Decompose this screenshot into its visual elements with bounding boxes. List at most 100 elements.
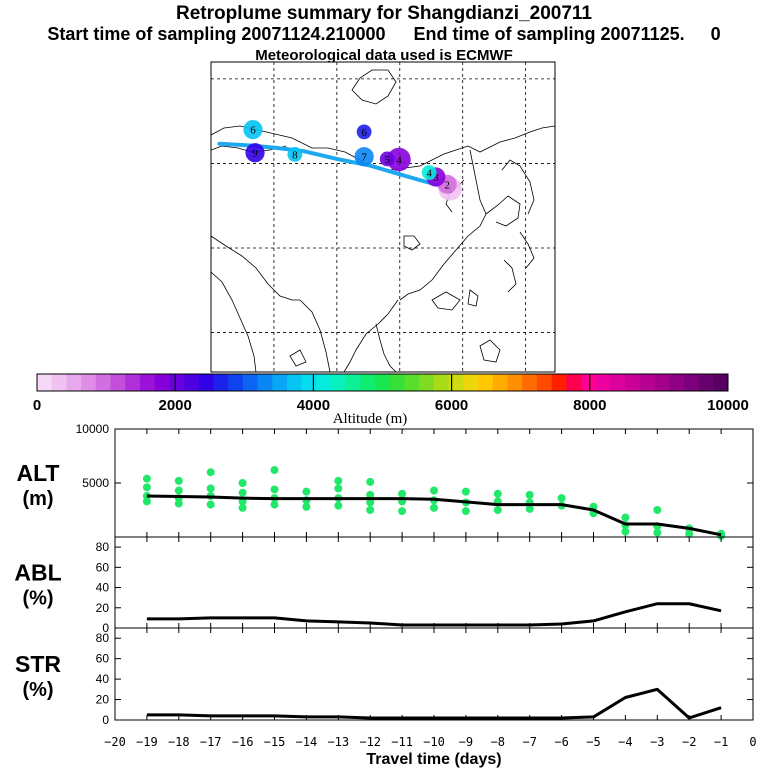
- y-axis-unit: (%): [22, 588, 53, 610]
- colorbar-tick-label: 10000: [707, 397, 749, 414]
- plume-cluster-label: 6: [361, 127, 367, 139]
- colorbar-cell: [625, 374, 641, 391]
- colorbar-cell: [551, 374, 567, 391]
- y-tick-label: 5000: [82, 476, 109, 490]
- colorbar-cells: [37, 374, 729, 391]
- plume-cluster-dot: [379, 151, 395, 167]
- x-tick-label: −5: [586, 735, 600, 749]
- panel-frame: [114, 627, 754, 721]
- scatter-point: [270, 485, 279, 494]
- scatter-point: [334, 501, 343, 510]
- colorbar-cell: [110, 374, 126, 391]
- scatter-point: [302, 487, 311, 496]
- y-tick-label: 20: [96, 693, 110, 707]
- time-series-panels: 500010000ALT(m)020406080ABL(%)020406080S…: [14, 422, 756, 768]
- scatter-point: [525, 490, 534, 499]
- scatter-point: [142, 483, 151, 492]
- plume-cluster-label: 4: [396, 155, 402, 167]
- plume-cluster-dot: [245, 143, 265, 163]
- x-tick-label: −2: [682, 735, 696, 749]
- colorbar-cell: [316, 374, 332, 391]
- y-axis-label: ALT: [16, 460, 59, 486]
- x-tick-label: −15: [264, 735, 286, 749]
- scatter-point: [206, 484, 215, 493]
- scatter-point: [206, 468, 215, 477]
- scatter-point: [398, 489, 407, 498]
- colorbar-tick-label: 6000: [435, 397, 468, 414]
- map-coastlines: [210, 69, 556, 373]
- y-axis-unit: (m): [22, 488, 53, 510]
- colorbar-cell: [154, 374, 170, 391]
- colorbar-tick-label: 4000: [297, 397, 330, 414]
- colorbar-cell: [389, 374, 406, 391]
- scatter-point: [493, 489, 502, 498]
- map-frame: [210, 61, 556, 373]
- colorbar-tick-label: 2000: [159, 397, 192, 414]
- scatter-point: [270, 466, 279, 475]
- plume-cluster-dot: [243, 120, 263, 140]
- scatter-point: [302, 502, 311, 511]
- x-tick-label: −9: [459, 735, 473, 749]
- plume-cluster-label: 6: [250, 125, 256, 137]
- scatter-point: [461, 487, 470, 496]
- scatter-point: [366, 477, 375, 486]
- x-tick-label: 0: [749, 735, 756, 749]
- colorbar-label: Altitude (m): [333, 411, 408, 427]
- panel-frame: [114, 428, 754, 538]
- x-tick-label: −12: [359, 735, 381, 749]
- y-tick-label: 80: [96, 540, 110, 554]
- x-tick-label: −20: [104, 735, 126, 749]
- x-tick-label: −4: [618, 735, 632, 749]
- x-tick-label: −18: [168, 735, 190, 749]
- scatter-point: [238, 503, 247, 512]
- y-tick-label: 0: [102, 621, 109, 635]
- x-tick-label: −8: [491, 735, 505, 749]
- colorbar-cell: [595, 374, 611, 391]
- x-tick-label: −11: [391, 735, 413, 749]
- colorbar-cell: [448, 374, 464, 391]
- scatter-point: [238, 479, 247, 487]
- x-tick-label: −10: [423, 735, 445, 749]
- colorbar-cell: [433, 374, 450, 391]
- series-line: [146, 494, 722, 537]
- panel-abl: 0 20 40 60 80 ABL(%): [14, 536, 754, 635]
- colorbar-cell: [580, 374, 597, 391]
- panel-frame: [114, 536, 754, 629]
- x-tick-label: −3: [650, 735, 664, 749]
- series-line: [146, 602, 722, 627]
- x-tick-label: −13: [327, 735, 349, 749]
- plume-cluster-label: 7: [361, 152, 367, 164]
- y-tick-label: 0: [102, 713, 109, 727]
- colorbar-cell: [404, 374, 420, 391]
- plume-cluster-dot: [356, 124, 372, 140]
- colorbar-cell: [360, 374, 376, 391]
- y-axis-label: STR: [15, 651, 61, 677]
- y-tick-label: 60: [96, 652, 110, 666]
- scatter-point: [174, 476, 183, 485]
- x-tick-label: −16: [232, 735, 254, 749]
- end-time: End time of sampling 20071125.: [413, 24, 685, 44]
- colorbar-cell: [654, 374, 670, 391]
- colorbar-cell: [522, 374, 538, 391]
- colorbar-cell: [419, 374, 435, 391]
- scatter-point: [621, 513, 630, 522]
- plume-cluster-label: 9: [252, 148, 258, 160]
- map-graticule: [211, 62, 555, 372]
- colorbar-cell: [669, 374, 685, 391]
- x-tick-label: −1: [714, 735, 728, 749]
- scatter-point: [366, 498, 375, 507]
- y-tick-label: 60: [96, 560, 110, 574]
- colorbar-cell: [566, 374, 582, 391]
- colorbar-ticks: 0 2000 4000 6000 8000 10000: [33, 374, 749, 414]
- plume-cluster-dot: [287, 147, 303, 162]
- scatter-point: [621, 527, 630, 536]
- x-tick-label: −17: [200, 735, 222, 749]
- colorbar-cell: [286, 374, 303, 391]
- colorbar-cell: [169, 374, 185, 391]
- y-tick-label: 20: [96, 601, 110, 615]
- sampling-times: Start time of sampling 20071124.210000 En…: [0, 24, 768, 45]
- colorbar-cell: [95, 374, 112, 391]
- altitude-colorbar: 0 2000 4000 6000 8000 10000 Altitude (m): [33, 373, 749, 427]
